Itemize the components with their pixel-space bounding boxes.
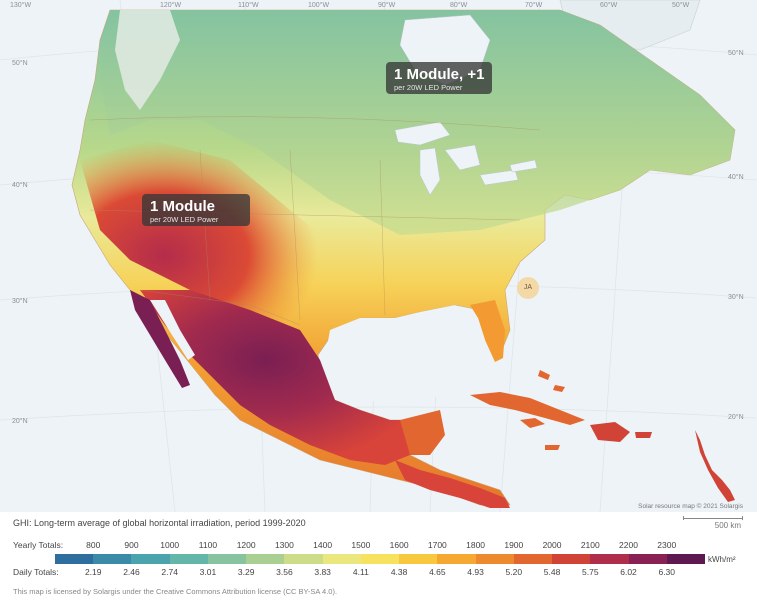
daily-total-value: 2.74 <box>161 567 178 577</box>
legend-swatch <box>322 554 361 564</box>
scale-bar: 500 km <box>683 516 743 532</box>
legend-swatch <box>284 554 323 564</box>
legend-color-bar <box>55 554 705 564</box>
baja-california <box>130 290 190 388</box>
legend-swatch <box>552 554 591 564</box>
yearly-total-value: 1000 <box>160 540 180 550</box>
lat-label: 30°N <box>12 298 28 305</box>
central-america <box>395 460 510 508</box>
legend-swatch <box>628 554 667 564</box>
legend-swatch <box>360 554 400 564</box>
callout-subtitle: per 20W LED Power <box>394 83 463 92</box>
gulf-of-mexico <box>325 305 485 405</box>
scale-label: 500 km <box>714 521 741 530</box>
daily-total-value: 3.56 <box>276 567 293 577</box>
daily-total-value: 6.30 <box>658 567 676 577</box>
yearly-total-value: 1400 <box>313 540 333 550</box>
lat-label: 40°N <box>728 174 744 181</box>
lat-label: 50°N <box>12 60 28 67</box>
lon-label: 130°W <box>10 2 32 9</box>
lon-label: 110°W <box>238 2 259 9</box>
lon-label: 50°W <box>672 2 690 9</box>
daily-total-value: 4.38 <box>390 567 408 577</box>
callout-subtitle: per 20W LED Power <box>150 215 219 224</box>
module-callout-north: 1 Module, +1 per 20W LED Power <box>386 62 492 94</box>
yearly-total-value: 1500 <box>351 540 371 550</box>
solar-irradiation-map[interactable] <box>0 0 757 512</box>
legend-unit: kWh/m² <box>708 555 736 564</box>
callout-title: 1 Module, +1 <box>394 66 485 83</box>
gulf-of-california <box>150 300 195 360</box>
daily-totals-label: Daily Totals: <box>13 567 59 577</box>
lon-label: 90°W <box>378 2 396 9</box>
license-text: This map is licensed by Solargis under t… <box>13 587 338 596</box>
callout-title: 1 Module <box>150 198 216 215</box>
yearly-total-value: 800 <box>86 540 101 550</box>
yearly-total-value: 2100 <box>580 540 600 550</box>
yearly-total-value: 2000 <box>542 540 562 550</box>
yearly-total-value: 1700 <box>427 540 447 550</box>
florida <box>470 300 505 362</box>
yearly-total-value: 1800 <box>466 540 486 550</box>
city-marker[interactable]: JA <box>517 277 539 299</box>
legend-swatch <box>93 554 132 564</box>
legend-swatch <box>475 554 514 564</box>
lat-label: 20°N <box>728 414 744 421</box>
daily-total-value: 2.19 <box>84 567 102 577</box>
lon-label: 100°W <box>308 2 330 9</box>
daily-total-value: 5.75 <box>582 567 599 577</box>
lat-label: 50°N <box>728 50 744 57</box>
yearly-total-value: 1200 <box>236 540 256 550</box>
yucatan <box>400 410 445 455</box>
yearly-total-value: 1100 <box>198 540 218 550</box>
daily-total-value: 5.48 <box>543 567 561 577</box>
daily-total-value: 3.29 <box>237 567 255 577</box>
legend-swatch <box>131 554 170 564</box>
legend-swatch <box>169 554 208 564</box>
daily-total-value: 3.01 <box>199 567 217 577</box>
yearly-totals-label: Yearly Totals: <box>13 540 64 550</box>
mexico-land <box>140 290 420 465</box>
daily-total-value: 5.20 <box>505 567 523 577</box>
rocky-mountains <box>115 10 180 110</box>
daily-total-value: 4.93 <box>467 567 484 577</box>
legend-swatch <box>513 554 553 564</box>
lat-label: 30°N <box>728 294 744 301</box>
legend-swatch <box>246 554 285 564</box>
lon-label: 70°W <box>525 2 543 9</box>
legend-swatch <box>207 554 247 564</box>
yearly-values-row: 800 900 1000 1100 1200 1300 1400 1500 1600 1700 18… <box>55 540 705 552</box>
lat-label: 40°N <box>12 182 28 189</box>
daily-total-value: 2.46 <box>123 567 140 577</box>
lon-label: 120°W <box>160 2 182 9</box>
great-lakes <box>394 121 538 196</box>
north-canada-band <box>100 10 735 235</box>
yearly-total-value: 2200 <box>619 540 638 550</box>
daily-total-value: 4.65 <box>429 567 446 577</box>
legend-swatch <box>55 554 94 564</box>
map-caption: GHI: Long-term average of global horizon… <box>13 518 306 528</box>
map-attribution: Solar resource map © 2021 Solargis <box>638 503 743 510</box>
caribbean-islands <box>470 370 735 502</box>
legend-swatch <box>399 554 438 564</box>
yearly-total-value: 1600 <box>389 540 409 550</box>
lon-label: 80°W <box>450 2 468 9</box>
yearly-total-value: 1900 <box>504 540 524 550</box>
daily-total-value: 3.83 <box>314 567 331 577</box>
boundaries <box>89 116 541 326</box>
southwest-hot-zone <box>80 140 360 350</box>
yearly-total-value: 900 <box>124 540 139 550</box>
legend-swatch <box>590 554 629 564</box>
lon-label: 60°W <box>600 2 618 9</box>
daily-total-value: 4.11 <box>352 567 369 577</box>
scale-line <box>683 516 743 520</box>
yearly-total-value: 2300 <box>657 540 677 550</box>
yearly-total-value: 1300 <box>274 540 294 550</box>
lat-label: 20°N <box>12 418 28 425</box>
daily-total-value: 6.02 <box>620 567 637 577</box>
legend-swatch <box>666 554 705 564</box>
module-callout-southwest: 1 Module per 20W LED Power <box>142 194 250 226</box>
daily-values-row: 2.19 2.46 2.74 3.01 3.29 3.56 3.83 4.11 4.38 4.65… <box>55 567 705 579</box>
legend-swatch <box>437 554 476 564</box>
